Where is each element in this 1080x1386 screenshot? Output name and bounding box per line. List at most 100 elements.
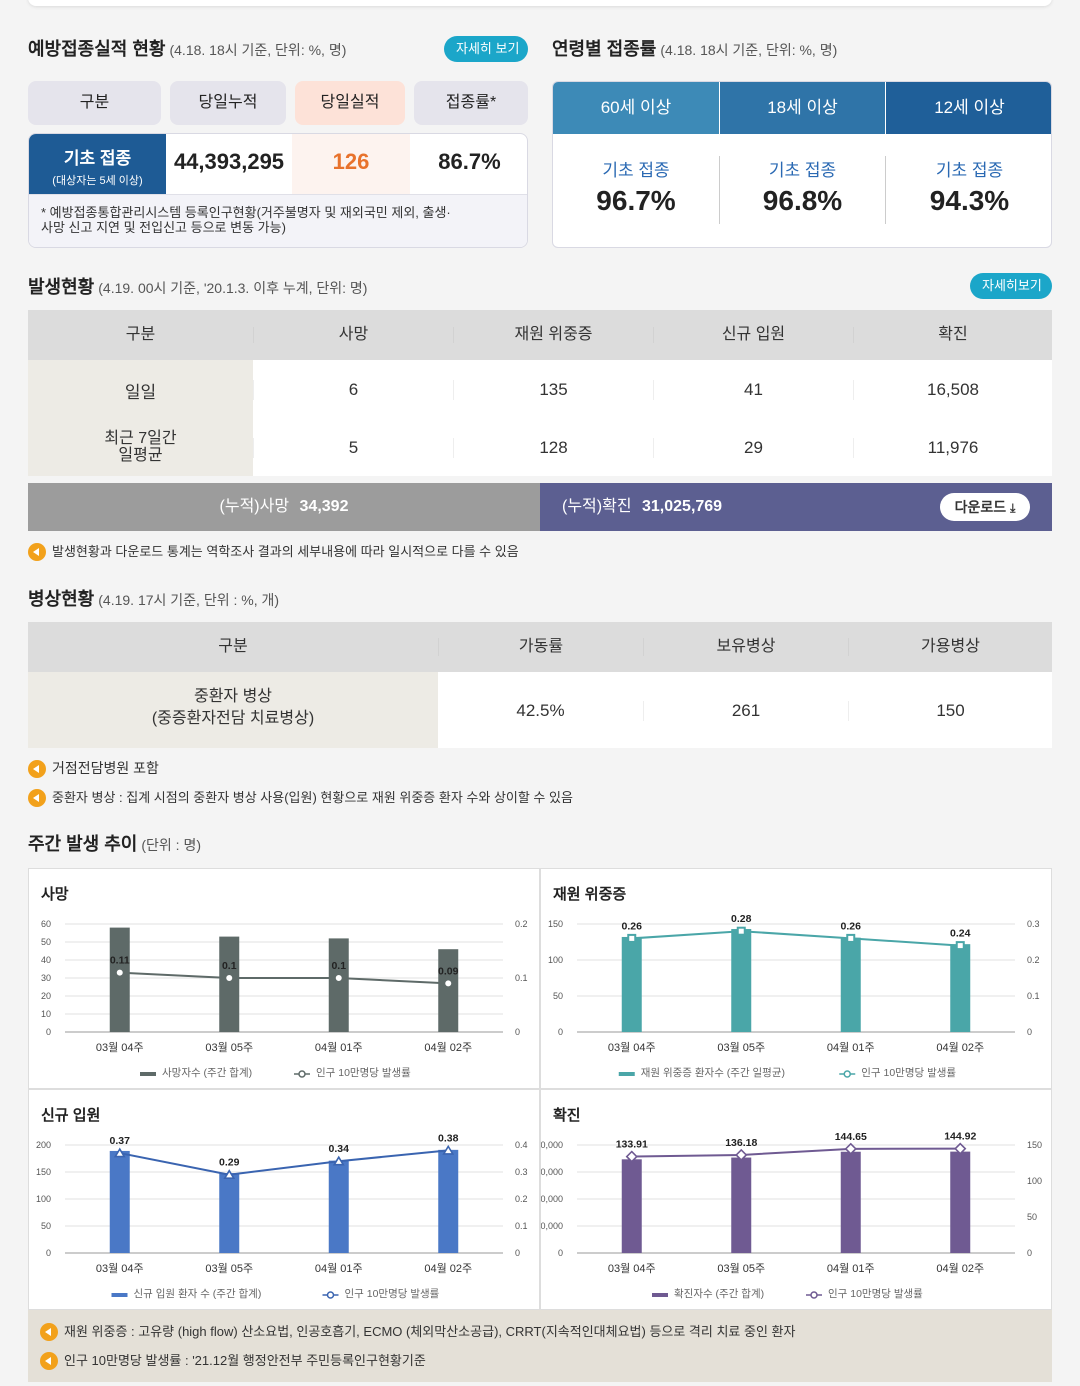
cum-death-label: (누적)사망 xyxy=(219,498,290,515)
weekly-title: 주간 발생 추이 (단위 : 명) xyxy=(28,834,202,854)
bar xyxy=(731,929,752,1032)
rate-point xyxy=(955,941,965,951)
data-label: 0.26 xyxy=(841,920,862,932)
beds-title: 병상현황 (4.19. 17시 기준, 단위 : %, 개) xyxy=(28,589,280,609)
beds-note-2: 중환자 병상 : 집계 시점의 중환자 병상 사용(입원) 현황으로 재원 위중… xyxy=(28,787,573,808)
y2-tick-label: 0.1 xyxy=(1027,991,1040,1001)
x-tick-label: 04월 01주 xyxy=(827,1041,875,1054)
bar xyxy=(219,1173,240,1253)
outbreak-row-weekavg-confirmed: 11,976 xyxy=(853,438,1052,458)
bar xyxy=(840,1151,861,1253)
age-sep-2 xyxy=(885,156,886,224)
bar xyxy=(621,936,642,1032)
y-tick-label: 100 xyxy=(36,1194,51,1204)
y2-tick-label: 0 xyxy=(515,1248,520,1258)
chart-confirmed-svg: 0 20,000 40,000 60,000 80,000 0 50 100 150 03월 04… xyxy=(541,1131,1042,1300)
x-tick-label: 04월 01주 xyxy=(315,1262,363,1275)
speaker-icon xyxy=(28,789,46,808)
x-tick-label: 04월 02주 xyxy=(424,1262,472,1275)
x-tick-label: 03월 04주 xyxy=(96,1262,144,1275)
y-tick-label: 0 xyxy=(46,1027,51,1037)
age-head-60: 60세 이상 xyxy=(553,82,719,134)
y-tick-label: 0 xyxy=(46,1248,51,1258)
legend-bar-swatch xyxy=(652,1293,668,1297)
y-tick-label: 50 xyxy=(41,1221,51,1231)
y-tick-label: 50 xyxy=(41,937,51,947)
rate-point xyxy=(223,1169,236,1179)
rate-point xyxy=(332,1155,345,1166)
top-card-edge xyxy=(28,0,1052,6)
x-tick-label: 04월 01주 xyxy=(315,1041,363,1054)
beds-header-category: 구분 xyxy=(218,638,248,655)
chart-death: 사망 0 10 20 30 40 50 60 0 0.1 0.2 03월 04주 03월 05주 04월… xyxy=(28,868,540,1089)
rate-point xyxy=(736,926,746,936)
data-label: 144.92 xyxy=(944,1131,976,1143)
rate-point xyxy=(735,1148,748,1162)
bar xyxy=(950,944,971,1032)
rate-line xyxy=(119,971,449,985)
chart-new-admission-title: 신규 입원 xyxy=(41,1107,101,1124)
x-tick-label: 03월 05주 xyxy=(205,1262,253,1275)
bar xyxy=(109,1150,130,1253)
outbreak-header-death: 사망 xyxy=(253,327,453,343)
age-cell-12: 기초 접종 94.3% xyxy=(929,161,1010,216)
beds-owned-value: 261 xyxy=(643,701,848,721)
bar xyxy=(109,927,130,1032)
data-label: 144.65 xyxy=(835,1131,867,1143)
data-label: 0.11 xyxy=(110,955,130,967)
outbreak-row-daily-severe: 135 xyxy=(453,380,653,400)
bar xyxy=(621,1159,642,1253)
outbreak-more-button[interactable]: 자세히보기 xyxy=(970,273,1052,299)
rate-point xyxy=(114,967,125,978)
chart-severe-title: 재원 위중증 xyxy=(553,886,627,903)
outbreak-row-daily-label: 일일 xyxy=(124,383,157,402)
cum-confirmed-value: 31,025,769 xyxy=(642,498,723,515)
y-tick-label: 150 xyxy=(548,919,563,929)
chart-new-admission: 신규 입원 0 50 100 150 200 0 0.1 0.2 0.3 0.4 03월 04주 03… xyxy=(28,1089,540,1310)
beds-note-1: 거점전담병원 포함 xyxy=(28,758,159,779)
outbreak-label-col xyxy=(28,360,253,476)
rate-line xyxy=(631,1147,961,1158)
y-tick-label: 0 xyxy=(558,1248,563,1258)
y-tick-label: 200 xyxy=(36,1140,51,1150)
outbreak-row-daily-death: 6 xyxy=(253,380,453,400)
legend-bar-swatch xyxy=(140,1072,156,1076)
chart-confirmed-title: 확진 xyxy=(553,1107,581,1124)
vaccination-more-button[interactable]: 자세히 보기 xyxy=(444,36,528,62)
outbreak-row-weekavg-label: 최근 7일간 일평균 xyxy=(104,430,177,464)
legend-line-marker xyxy=(810,1291,818,1299)
legend-line-label: 인구 10만명당 발생률 xyxy=(861,1067,956,1079)
vacc-row-label: 기초 접종 (대상자는 5세 이상) xyxy=(29,134,166,194)
y-tick-label: 60,000 xyxy=(541,1167,563,1177)
data-label: 0.38 xyxy=(438,1132,459,1144)
vacc-rate-value: 86.7% xyxy=(438,149,501,174)
y2-tick-label: 150 xyxy=(1027,1140,1042,1150)
download-button[interactable]: 다운로드 ⤓ xyxy=(940,493,1030,521)
data-label: 0.29 xyxy=(219,1157,240,1169)
x-tick-label: 04월 01주 xyxy=(827,1262,875,1275)
vacc-header-rate: 접종률* xyxy=(414,81,528,125)
legend-line-label: 인구 10만명당 발생률 xyxy=(828,1288,923,1300)
age-head-12: 12세 이상 xyxy=(886,82,1051,134)
outbreak-header-new-admission: 신규 입원 xyxy=(653,327,853,343)
legend-bar-label: 재원 위중증 환자수 (주간 일평균) xyxy=(641,1066,785,1079)
outbreak-note: 발생현황과 다운로드 통계는 역학조사 결과의 세부내용에 따라 일시적으로 다… xyxy=(28,541,519,562)
vacc-today-value: 126 xyxy=(292,134,410,194)
outbreak-row-daily-confirmed: 16,508 xyxy=(853,380,1052,400)
outbreak-row-weekavg-new-admission: 29 xyxy=(653,438,853,458)
cum-death-bar: (누적)사망 34,392 xyxy=(28,483,540,531)
vaccination-title: 예방접종실적 현황 (4.18. 18시 기준, 단위: %, 명) xyxy=(28,39,347,59)
y-tick-label: 50 xyxy=(553,991,563,1001)
rate-point xyxy=(627,933,637,943)
speaker-icon xyxy=(40,1323,58,1342)
chart-new-admission-svg: 0 50 100 150 200 0 0.1 0.2 0.3 0.4 03월 04주 03월 05주 0… xyxy=(36,1132,528,1300)
y2-tick-label: 0.2 xyxy=(515,1194,528,1204)
beds-rate-value: 42.5% xyxy=(516,701,565,720)
data-label: 0.1 xyxy=(331,960,346,972)
beds-table: 구분 가동률 보유병상 가용병상 중환자 병상 (중증환자전담 치료병상) 42… xyxy=(28,622,1052,748)
bar xyxy=(731,1157,752,1253)
x-tick-label: 03월 04주 xyxy=(608,1262,656,1275)
data-label: 0.09 xyxy=(438,965,459,977)
data-label: 0.26 xyxy=(622,920,643,932)
vacc-header-category: 구분 xyxy=(28,81,161,125)
